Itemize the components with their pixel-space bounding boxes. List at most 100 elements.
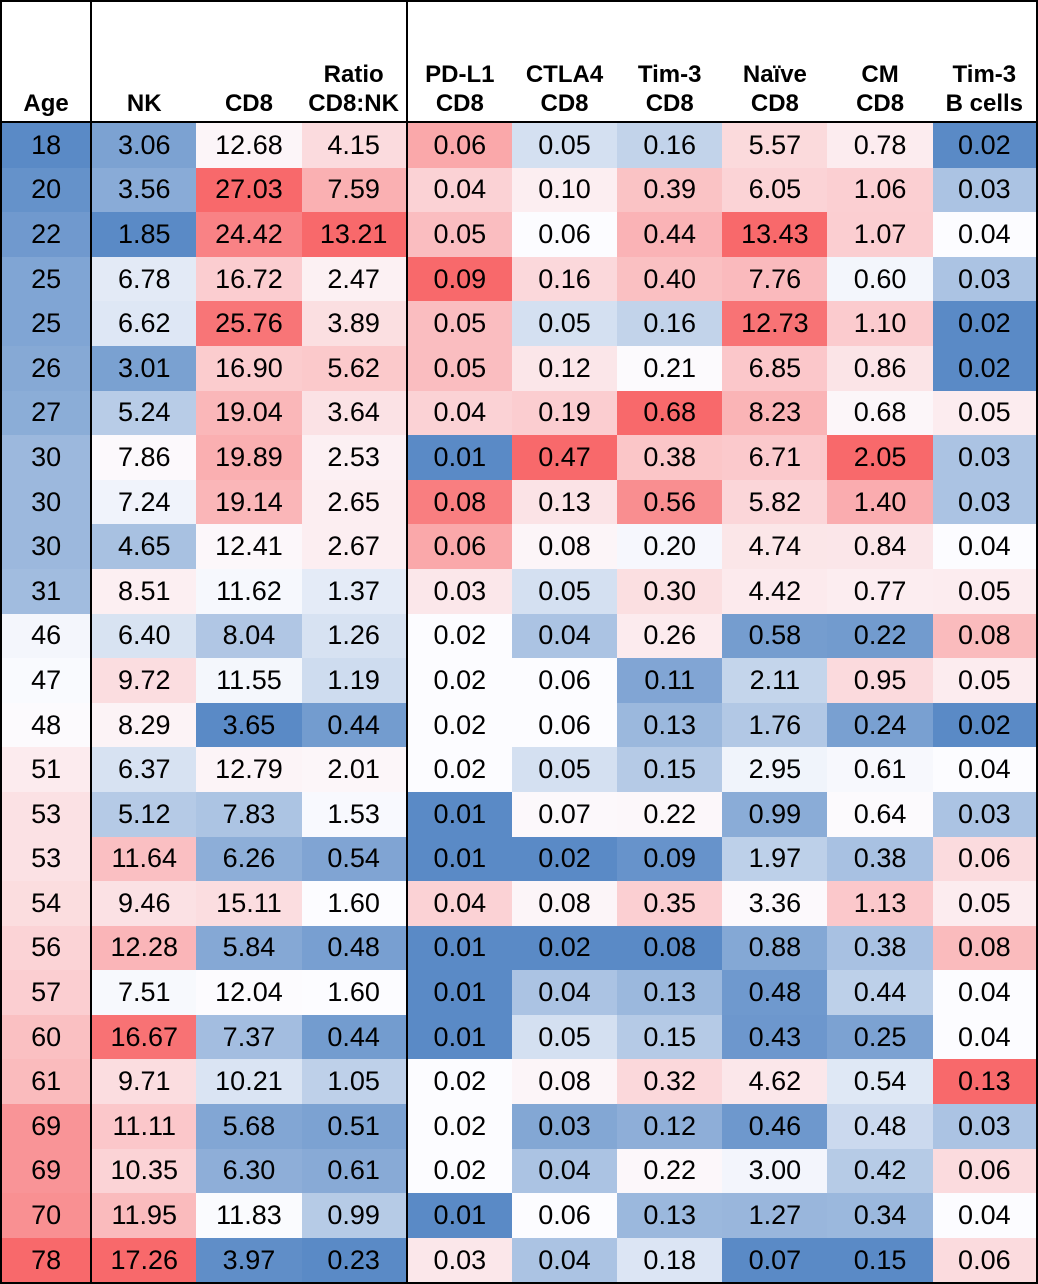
heatmap-cell: 0.23 — [301, 1237, 408, 1284]
heatmap-cell: 0.02 — [406, 1148, 512, 1194]
table-row: 47 9.72 11.55 1.19 0.02 0.06 0.11 2.11 0.95 0.05 — [1, 658, 1037, 703]
heatmap-cell: 0.13 — [932, 1059, 1037, 1105]
age-cell: 20 — [1, 167, 93, 213]
table-row: 26 3.01 16.90 5.62 0.05 0.12 0.21 6.85 0.86 0.02 — [1, 345, 1037, 391]
heatmap-cell: 12.68 — [196, 122, 302, 168]
heatmap-cell: 0.02 — [932, 301, 1037, 346]
heatmap-cell: 0.02 — [932, 345, 1037, 391]
heatmap-cell: 0.08 — [406, 479, 512, 525]
heatmap-cell: 0.01 — [406, 970, 512, 1015]
heatmap-cell: 1.06 — [827, 167, 933, 213]
heatmap-cell: 0.05 — [511, 568, 618, 614]
heatmap-cell: 2.47 — [301, 256, 408, 302]
heatmap-cell: 0.04 — [406, 167, 512, 213]
heatmap-cell: 0.05 — [511, 301, 618, 346]
heatmap-cell: 0.01 — [406, 836, 512, 882]
table-row: 31 8.51 11.62 1.37 0.03 0.05 0.30 4.42 0.77 0.05 — [1, 568, 1037, 614]
heatmap-cell: 7.24 — [91, 479, 197, 525]
heatmap-cell: 0.05 — [932, 881, 1037, 926]
column-header-line: PD-L1 — [425, 61, 495, 88]
heatmap-cell: 5.84 — [196, 925, 302, 971]
heatmap-cell: 8.51 — [91, 568, 197, 614]
age-cell: 30 — [1, 435, 93, 480]
heatmap-cell: 0.03 — [932, 435, 1037, 480]
heatmap-cell: 4.42 — [722, 568, 828, 614]
heatmap-cell: 0.68 — [827, 390, 933, 436]
age-cell: 25 — [1, 256, 93, 302]
heatmap-cell: 0.06 — [511, 702, 618, 748]
column-header-line: CD8:NK — [308, 90, 399, 117]
heatmap-cell: 0.44 — [617, 212, 723, 257]
heatmap-cell: 0.58 — [722, 613, 828, 659]
heatmap-cell: 0.60 — [827, 256, 933, 302]
heatmap-cell: 11.83 — [196, 1193, 302, 1238]
heatmap-cell: 0.15 — [617, 1014, 723, 1060]
heatmap-cell: 7.51 — [91, 970, 197, 1015]
column-header: NK — [91, 1, 197, 123]
heatmap-cell: 3.00 — [722, 1148, 828, 1194]
age-cell: 51 — [1, 747, 93, 792]
heatmap-cell: 0.08 — [932, 925, 1037, 971]
heatmap-cell: 0.32 — [617, 1059, 723, 1105]
heatmap-cell: 1.07 — [827, 212, 933, 257]
heatmap-cell: 3.64 — [301, 390, 408, 436]
heatmap-cell: 0.15 — [827, 1237, 933, 1284]
heatmap-cell: 0.56 — [617, 479, 723, 525]
heatmap-cell: 0.07 — [511, 791, 618, 837]
heatmap-cell: 0.04 — [932, 747, 1037, 792]
heatmap-cell: 1.27 — [722, 1193, 828, 1238]
heatmap-cell: 0.01 — [406, 1193, 512, 1238]
heatmap-cell: 1.53 — [301, 791, 408, 837]
table-row: 20 3.56 27.03 7.59 0.04 0.10 0.39 6.05 1.06 0.03 — [1, 167, 1037, 213]
heatmap-cell: 6.26 — [196, 836, 302, 882]
age-cell: 69 — [1, 1148, 93, 1194]
heatmap-cell: 0.88 — [722, 925, 828, 971]
heatmap-cell: 0.16 — [511, 256, 618, 302]
heatmap-cell: 0.03 — [511, 1104, 618, 1149]
age-cell: 27 — [1, 390, 93, 436]
heatmap-cell: 0.08 — [511, 524, 618, 569]
heatmap-cell: 0.77 — [827, 568, 933, 614]
heatmap-cell: 2.95 — [722, 747, 828, 792]
table-row: 53 5.12 7.83 1.53 0.01 0.07 0.22 0.99 0.64 0.03 — [1, 791, 1037, 837]
column-header: CD8 — [196, 1, 302, 123]
heatmap-cell: 11.64 — [91, 836, 197, 882]
heatmap-cell: 0.18 — [617, 1237, 723, 1284]
table-row: 60 16.67 7.37 0.44 0.01 0.05 0.15 0.43 0.25 0.04 — [1, 1014, 1037, 1060]
heatmap-cell: 0.99 — [301, 1193, 408, 1238]
heatmap-cell: 0.04 — [932, 1193, 1037, 1238]
column-header: CM CD8 — [827, 1, 933, 123]
heatmap-cell: 3.06 — [91, 122, 197, 168]
heatmap-cell: 0.01 — [406, 435, 512, 480]
heatmap-cell: 0.04 — [511, 1148, 618, 1194]
heatmap-cell: 0.38 — [617, 435, 723, 480]
heatmap-cell: 5.68 — [196, 1104, 302, 1149]
column-header: Ratio CD8:NK — [301, 1, 408, 123]
heatmap-cell: 11.62 — [196, 568, 302, 614]
heatmap-cell: 0.13 — [617, 1193, 723, 1238]
heatmap-cell: 6.40 — [91, 613, 197, 659]
heatmap-cell: 0.09 — [406, 256, 512, 302]
heatmap-cell: 15.11 — [196, 881, 302, 926]
heatmap-cell: 5.62 — [301, 345, 408, 391]
heatmap-cell: 12.28 — [91, 925, 197, 971]
heatmap-cell: 16.67 — [91, 1014, 197, 1060]
heatmap-cell: 0.04 — [511, 613, 618, 659]
heatmap-cell: 6.78 — [91, 256, 197, 302]
heatmap-cell: 0.06 — [406, 122, 512, 168]
age-cell: 70 — [1, 1193, 93, 1238]
heatmap-cell: 0.05 — [932, 658, 1037, 703]
heatmap-cell: 0.06 — [932, 1148, 1037, 1194]
table-row: 25 6.62 25.76 3.89 0.05 0.05 0.16 12.73 1.10 0.02 — [1, 301, 1037, 346]
age-cell: 30 — [1, 479, 93, 525]
table-row: 48 8.29 3.65 0.44 0.02 0.06 0.13 1.76 0.24 0.02 — [1, 702, 1037, 748]
table-body: 18 3.06 12.68 4.15 0.06 0.05 0.16 5.57 0.78 0.02 2… — [1, 122, 1037, 1284]
table-row: 78 17.26 3.97 0.23 0.03 0.04 0.18 0.07 0.15 0.06 — [1, 1237, 1037, 1284]
heatmap-cell: 6.71 — [722, 435, 828, 480]
heatmap-cell: 0.04 — [932, 524, 1037, 569]
table-row: 53 11.64 6.26 0.54 0.01 0.02 0.09 1.97 0.38 0.06 — [1, 836, 1037, 882]
column-header-line: NK — [126, 90, 162, 117]
heatmap-cell: 1.26 — [301, 613, 408, 659]
column-header: PD-L1 CD8 — [406, 1, 512, 123]
heatmap-cell: 0.01 — [406, 1014, 512, 1060]
